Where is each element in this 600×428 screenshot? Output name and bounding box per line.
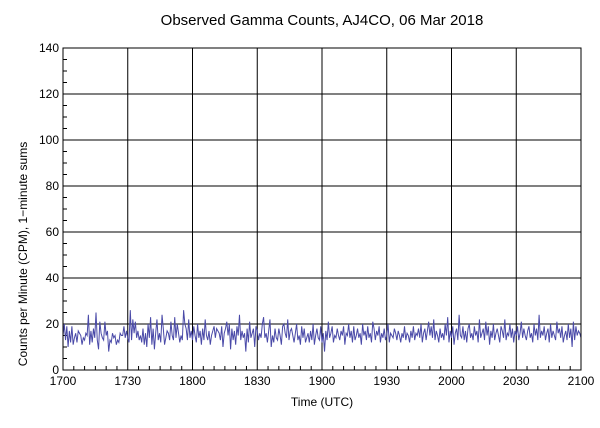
x-tick-label: 1800 — [179, 374, 206, 388]
plot-frame — [62, 47, 582, 371]
x-tick-label: 2030 — [503, 374, 530, 388]
y-tick-label: 40 — [46, 271, 60, 285]
x-tick-label: 2100 — [568, 374, 595, 388]
x-tick-label: 1930 — [373, 374, 400, 388]
y-tick-label: 20 — [46, 317, 60, 331]
y-tick-label: 0 — [52, 363, 59, 377]
series-line — [62, 310, 582, 352]
y-tick-label: 120 — [39, 87, 59, 101]
chart-title: Observed Gamma Counts, AJ4CO, 06 Mar 201… — [161, 12, 484, 29]
x-tick-label: 1700 — [50, 374, 77, 388]
y-tick-label: 100 — [39, 133, 59, 147]
y-axis-label: Counts per Minute (CPM), 1−minute sums — [16, 142, 30, 366]
y-tick-label: 60 — [46, 225, 60, 239]
y-tick-label: 80 — [46, 179, 60, 193]
x-tick-label: 1730 — [114, 374, 141, 388]
series-layer — [62, 310, 582, 352]
grid — [62, 47, 582, 371]
y-tick-label: 140 — [39, 41, 59, 55]
axis-ticks: 0 20 40 60 80 100 120 140 1700 1730 1800 1830 1900 19… — [39, 41, 595, 388]
x-tick-label: 1830 — [244, 374, 271, 388]
x-tick-label: 1900 — [309, 374, 336, 388]
x-axis-label: Time (UTC) — [291, 395, 353, 409]
x-tick-label: 2000 — [438, 374, 465, 388]
